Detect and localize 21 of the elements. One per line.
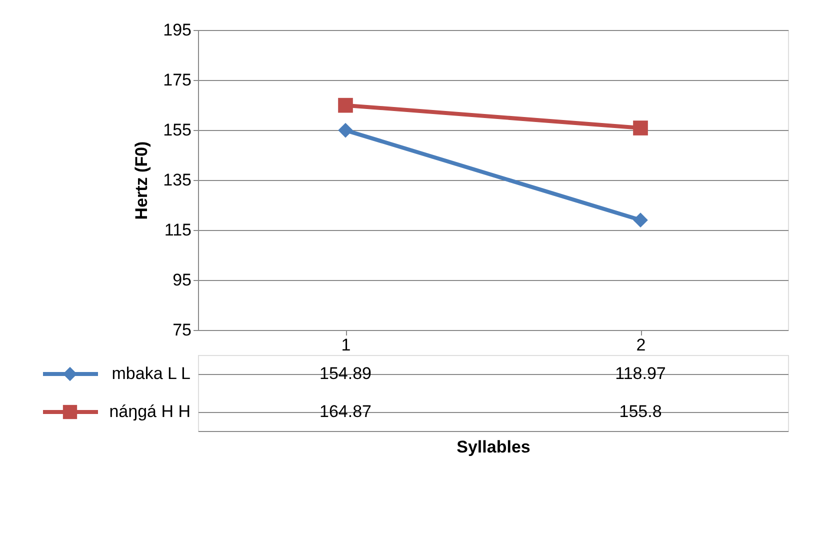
y-axis-title: Hertz (F0) [132, 141, 152, 220]
x-tick-label: 2 [636, 336, 646, 354]
legend-label: mbaka L L [112, 364, 190, 383]
y-tick-label: 75 [172, 320, 192, 340]
data-label: 118.97 [615, 364, 666, 383]
point [338, 122, 353, 138]
x-axis-title: Syllables [456, 438, 530, 456]
y-tick-label: 155 [163, 120, 192, 140]
y-tick-label: 115 [164, 220, 192, 240]
data-label: 154.89 [320, 364, 372, 383]
point [633, 212, 648, 228]
y-tick-label: 95 [172, 270, 192, 290]
point [338, 98, 353, 113]
y-tick-label: 175 [163, 70, 192, 90]
legend-label: náŋgá H H [109, 402, 190, 421]
point [633, 120, 648, 136]
data-label: 164.87 [320, 402, 372, 421]
y-tick-label: 195 [163, 20, 192, 40]
x-tick-label: 1 [341, 336, 351, 354]
y-tick-label: 135 [163, 170, 192, 190]
data-label: 155.8 [619, 402, 662, 421]
